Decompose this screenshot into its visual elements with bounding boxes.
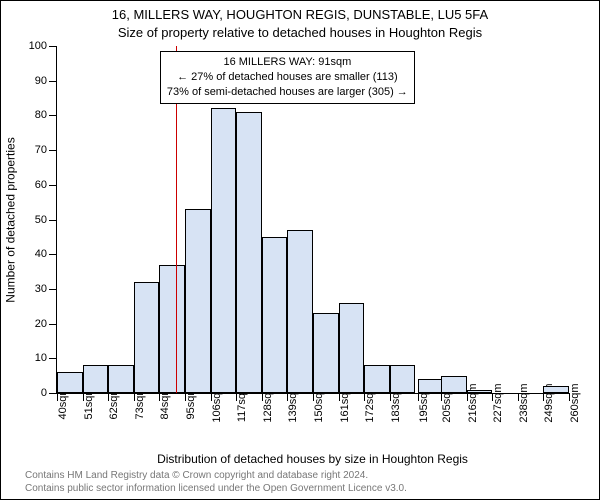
histogram-bar bbox=[185, 209, 211, 393]
histogram-bar bbox=[57, 372, 83, 393]
chart-title: 16, MILLERS WAY, HOUGHTON REGIS, DUNSTAB… bbox=[1, 7, 599, 22]
histogram-bar bbox=[287, 230, 313, 393]
y-axis-label: Number of detached properties bbox=[3, 46, 19, 394]
y-tick bbox=[49, 150, 57, 151]
footnote-line-2: Contains public sector information licen… bbox=[25, 483, 575, 496]
y-tick bbox=[49, 254, 57, 255]
plot-area: 010203040506070809010040sqm51sqm62sqm73s… bbox=[56, 46, 569, 394]
x-tick-label: 227sqm bbox=[492, 383, 504, 422]
y-tick bbox=[49, 358, 57, 359]
chart-container: 16, MILLERS WAY, HOUGHTON REGIS, DUNSTAB… bbox=[0, 0, 600, 500]
y-tick-label: 70 bbox=[35, 144, 47, 156]
histogram-bar bbox=[543, 386, 569, 393]
annotation-box: 16 MILLERS WAY: 91sqm← 27% of detached h… bbox=[160, 51, 415, 104]
histogram-bar bbox=[418, 379, 444, 393]
histogram-bar bbox=[108, 365, 134, 393]
histogram-bar bbox=[313, 313, 339, 393]
y-tick-label: 20 bbox=[35, 318, 47, 330]
histogram-bar bbox=[211, 108, 237, 393]
y-tick-label: 30 bbox=[35, 283, 47, 295]
y-tick-label: 10 bbox=[35, 352, 47, 364]
histogram-bar bbox=[236, 112, 262, 393]
histogram-bar bbox=[262, 237, 288, 393]
histogram-bar bbox=[339, 303, 365, 393]
y-tick bbox=[49, 324, 57, 325]
y-tick-label: 100 bbox=[29, 40, 47, 52]
x-tick-label: 238sqm bbox=[518, 383, 530, 422]
annotation-line-2: ← 27% of detached houses are smaller (11… bbox=[167, 70, 408, 85]
y-tick bbox=[49, 115, 57, 116]
x-tick-label: 260sqm bbox=[569, 383, 581, 422]
y-tick-label: 90 bbox=[35, 75, 47, 87]
histogram-bar bbox=[364, 365, 390, 393]
y-tick-label: 60 bbox=[35, 179, 47, 191]
y-tick-label: 40 bbox=[35, 248, 47, 260]
histogram-bar bbox=[134, 282, 160, 393]
y-tick bbox=[49, 185, 57, 186]
histogram-bar bbox=[441, 376, 467, 393]
y-tick bbox=[49, 289, 57, 290]
y-tick bbox=[49, 220, 57, 221]
histogram-bar bbox=[83, 365, 109, 393]
footnote: Contains HM Land Registry data © Crown c… bbox=[25, 470, 575, 495]
annotation-line-1: 16 MILLERS WAY: 91sqm bbox=[167, 55, 408, 70]
histogram-bar bbox=[467, 390, 493, 393]
y-tick bbox=[49, 393, 57, 394]
y-tick bbox=[49, 81, 57, 82]
histogram-bar bbox=[159, 265, 185, 393]
x-axis-label: Distribution of detached houses by size … bbox=[56, 452, 569, 466]
y-tick-label: 50 bbox=[35, 214, 47, 226]
annotation-line-3: 73% of semi-detached houses are larger (… bbox=[167, 85, 408, 100]
footnote-line-1: Contains HM Land Registry data © Crown c… bbox=[25, 470, 575, 483]
y-tick-label: 0 bbox=[41, 387, 47, 399]
chart-subtitle: Size of property relative to detached ho… bbox=[1, 25, 599, 40]
y-tick bbox=[49, 46, 57, 47]
y-tick-label: 80 bbox=[35, 109, 47, 121]
histogram-bar bbox=[390, 365, 416, 393]
